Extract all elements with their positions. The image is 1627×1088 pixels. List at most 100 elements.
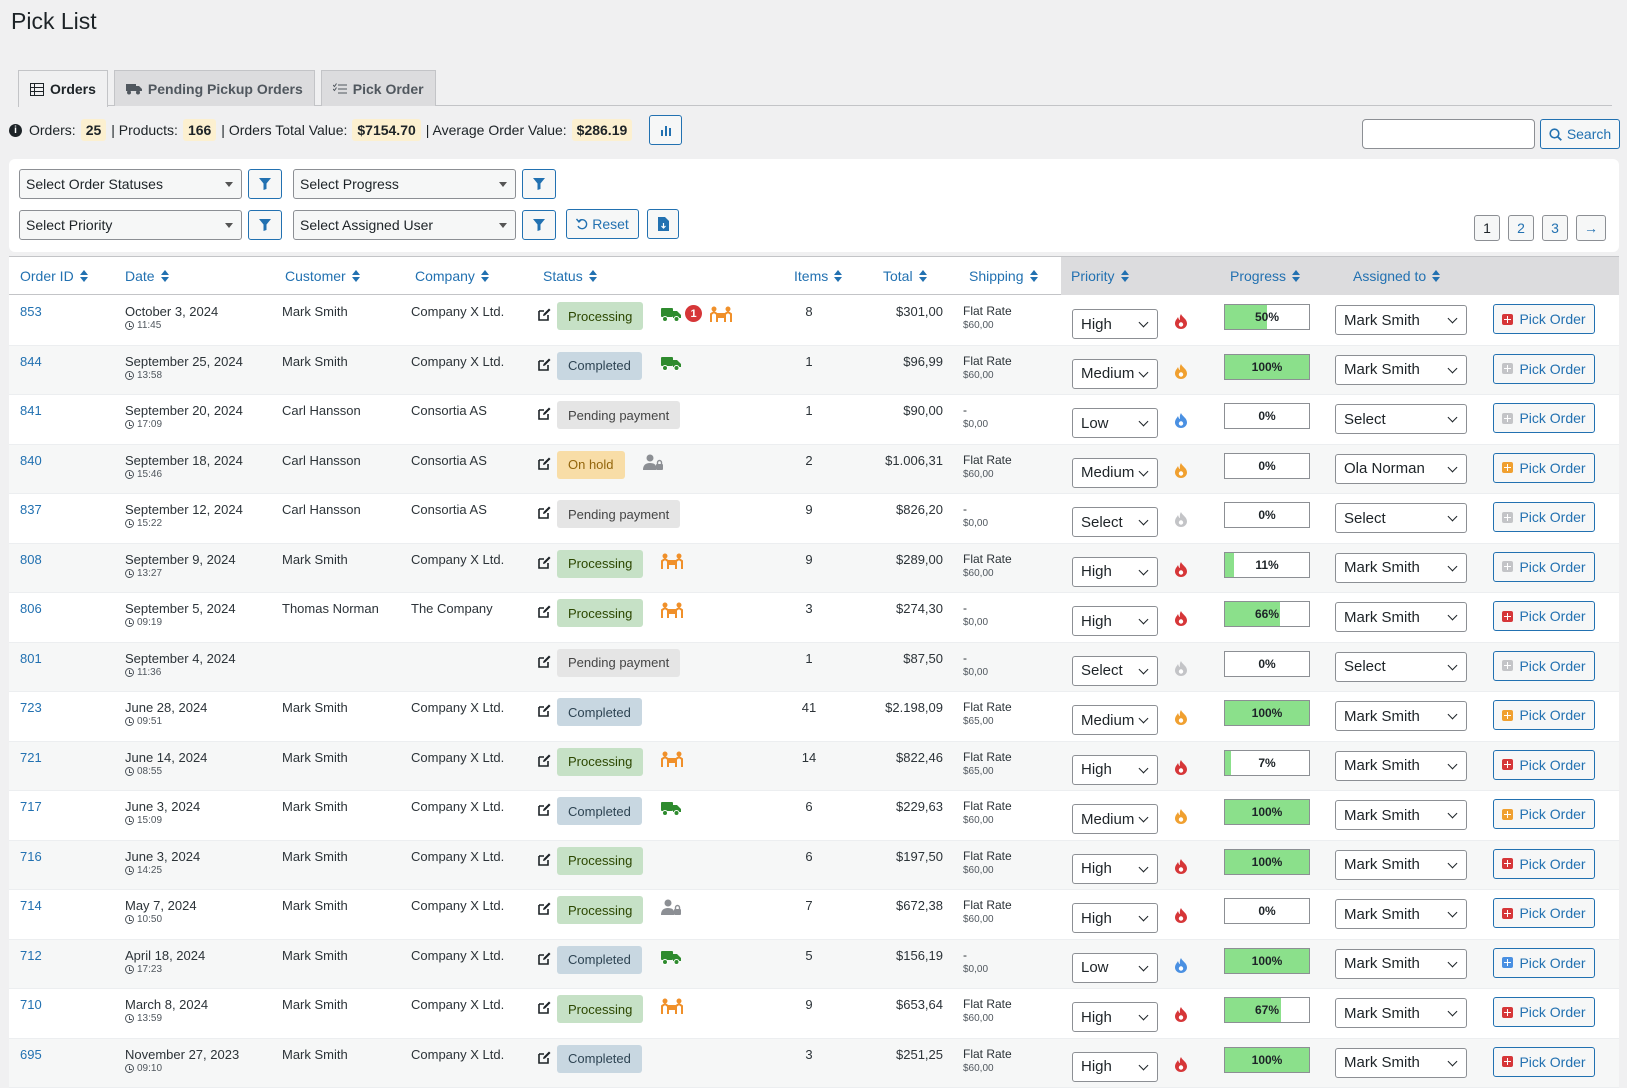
priority-select[interactable]: Low bbox=[1072, 952, 1158, 983]
assigned-user-select[interactable]: Mark Smith bbox=[1335, 602, 1467, 632]
col-items[interactable]: Items bbox=[794, 257, 843, 295]
order-id-link[interactable]: 723 bbox=[20, 700, 42, 715]
edit-order-button[interactable] bbox=[538, 704, 551, 720]
progress-filter[interactable]: Select Progress bbox=[293, 169, 516, 199]
priority-select[interactable]: Medium bbox=[1072, 358, 1158, 389]
edit-order-button[interactable] bbox=[538, 1001, 551, 1017]
priority-select[interactable]: High bbox=[1072, 1051, 1158, 1082]
col-progress[interactable]: Progress bbox=[1230, 257, 1301, 295]
priority-select[interactable]: High bbox=[1072, 606, 1158, 636]
order-status-filter[interactable]: Select Order Statuses bbox=[19, 169, 242, 199]
col-assigned[interactable]: Assigned to bbox=[1353, 257, 1441, 295]
priority-filter[interactable]: Select Priority bbox=[19, 210, 242, 240]
col-order-id[interactable]: Order ID bbox=[20, 257, 88, 295]
chart-button[interactable] bbox=[649, 115, 683, 145]
edit-order-button[interactable] bbox=[538, 605, 551, 621]
edit-order-button[interactable] bbox=[538, 853, 551, 869]
col-company[interactable]: Company bbox=[415, 257, 489, 295]
tab-pick-order[interactable]: Pick Order bbox=[320, 70, 436, 106]
assigned-user-select[interactable]: Mark Smith bbox=[1335, 750, 1467, 781]
assigned-user-select[interactable]: Mark Smith bbox=[1335, 998, 1467, 1028]
pick-order-button[interactable]: Pick Order bbox=[1493, 304, 1595, 334]
pick-order-button[interactable]: Pick Order bbox=[1493, 700, 1595, 730]
assigned-user-select[interactable]: Mark Smith bbox=[1335, 1047, 1467, 1078]
pick-order-button[interactable]: Pick Order bbox=[1493, 650, 1595, 681]
priority-select[interactable]: High bbox=[1072, 309, 1158, 339]
edit-order-button[interactable] bbox=[538, 902, 551, 918]
pick-order-button[interactable]: Pick Order bbox=[1493, 452, 1595, 483]
tab-pending-pickup-orders[interactable]: Pending Pickup Orders bbox=[113, 70, 315, 106]
page-1-button[interactable]: 1 bbox=[1474, 215, 1500, 241]
search-input[interactable] bbox=[1362, 119, 1535, 149]
priority-select[interactable]: Medium bbox=[1072, 804, 1158, 834]
assigned-user-select[interactable]: Mark Smith bbox=[1335, 701, 1467, 731]
priority-select[interactable]: Low bbox=[1072, 408, 1158, 438]
assigned-user-filter[interactable]: Select Assigned User bbox=[293, 210, 516, 240]
col-shipping[interactable]: Shipping bbox=[969, 257, 1038, 295]
col-customer[interactable]: Customer bbox=[285, 257, 360, 295]
col-total[interactable]: Total bbox=[883, 257, 927, 295]
edit-order-button[interactable] bbox=[538, 308, 551, 324]
priority-select[interactable]: High bbox=[1072, 1002, 1158, 1032]
apply-status-filter-button[interactable] bbox=[248, 169, 282, 199]
order-id-link[interactable]: 841 bbox=[20, 403, 42, 418]
priority-select[interactable]: High bbox=[1072, 853, 1158, 884]
assigned-user-select[interactable]: Select bbox=[1335, 651, 1467, 682]
order-id-link[interactable]: 714 bbox=[20, 898, 42, 913]
edit-order-button[interactable] bbox=[538, 457, 551, 473]
next-page-button[interactable]: → bbox=[1576, 215, 1606, 241]
edit-order-button[interactable] bbox=[538, 952, 551, 968]
edit-order-button[interactable] bbox=[538, 655, 551, 671]
export-button[interactable] bbox=[647, 209, 679, 239]
priority-select[interactable]: Select bbox=[1072, 507, 1158, 537]
order-id-link[interactable]: 840 bbox=[20, 452, 42, 468]
edit-order-button[interactable] bbox=[538, 556, 551, 572]
page-3-button[interactable]: 3 bbox=[1542, 215, 1568, 241]
order-id-link[interactable]: 853 bbox=[20, 304, 42, 319]
search-button[interactable]: Search bbox=[1540, 119, 1620, 149]
edit-order-button[interactable] bbox=[538, 754, 551, 770]
order-id-link[interactable]: 808 bbox=[20, 551, 42, 567]
apply-priority-filter-button[interactable] bbox=[248, 210, 282, 240]
tab-orders[interactable]: Orders bbox=[18, 70, 108, 107]
order-id-link[interactable]: 712 bbox=[20, 947, 42, 963]
edit-order-button[interactable] bbox=[538, 1051, 551, 1067]
assigned-user-select[interactable]: Mark Smith bbox=[1335, 354, 1467, 385]
order-id-link[interactable]: 806 bbox=[20, 601, 42, 616]
order-id-link[interactable]: 844 bbox=[20, 353, 42, 369]
page-2-button[interactable]: 2 bbox=[1508, 215, 1534, 241]
col-date[interactable]: Date bbox=[125, 257, 169, 295]
apply-progress-filter-button[interactable] bbox=[522, 169, 556, 199]
pick-order-button[interactable]: Pick Order bbox=[1493, 799, 1595, 829]
pick-order-button[interactable]: Pick Order bbox=[1493, 551, 1595, 582]
edit-order-button[interactable] bbox=[538, 358, 551, 374]
pick-order-button[interactable]: Pick Order bbox=[1493, 1046, 1595, 1077]
priority-select[interactable]: Medium bbox=[1072, 457, 1158, 488]
edit-order-button[interactable] bbox=[538, 407, 551, 423]
assigned-user-select[interactable]: Select bbox=[1335, 503, 1467, 533]
assigned-user-select[interactable]: Mark Smith bbox=[1335, 849, 1467, 880]
edit-order-button[interactable] bbox=[538, 506, 551, 522]
pick-order-button[interactable]: Pick Order bbox=[1493, 997, 1595, 1027]
order-id-link[interactable]: 695 bbox=[20, 1046, 42, 1062]
priority-select[interactable]: High bbox=[1072, 754, 1158, 785]
order-id-link[interactable]: 837 bbox=[20, 502, 42, 517]
priority-select[interactable]: High bbox=[1072, 903, 1158, 933]
order-id-link[interactable]: 710 bbox=[20, 997, 42, 1012]
pick-order-button[interactable]: Pick Order bbox=[1493, 749, 1595, 780]
assigned-user-select[interactable]: Mark Smith bbox=[1335, 552, 1467, 583]
pick-order-button[interactable]: Pick Order bbox=[1493, 502, 1595, 532]
assigned-user-select[interactable]: Mark Smith bbox=[1335, 800, 1467, 830]
pick-order-button[interactable]: Pick Order bbox=[1493, 403, 1595, 433]
reset-button[interactable]: Reset bbox=[566, 209, 639, 239]
apply-assigned-filter-button[interactable] bbox=[522, 210, 556, 240]
pick-order-button[interactable]: Pick Order bbox=[1493, 848, 1595, 879]
pick-order-button[interactable]: Pick Order bbox=[1493, 898, 1595, 928]
pick-order-button[interactable]: Pick Order bbox=[1493, 947, 1595, 978]
assigned-user-select[interactable]: Mark Smith bbox=[1335, 948, 1467, 979]
priority-select[interactable]: Select bbox=[1072, 655, 1158, 686]
order-id-link[interactable]: 801 bbox=[20, 650, 42, 666]
pick-order-button[interactable]: Pick Order bbox=[1493, 353, 1595, 384]
order-id-link[interactable]: 716 bbox=[20, 848, 42, 864]
assigned-user-select[interactable]: Mark Smith bbox=[1335, 899, 1467, 929]
